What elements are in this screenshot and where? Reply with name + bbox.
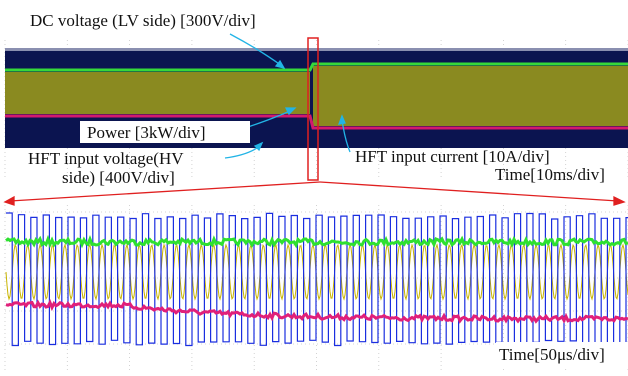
time-scale-bottom: Time[50μs/div]: [499, 345, 605, 364]
current-envelope-left: [5, 72, 310, 114]
hft-current-label: HFT input current [10A/div]: [355, 147, 550, 166]
dc-voltage-label: DC voltage (LV side) [300V/div]: [30, 11, 256, 30]
hft-voltage-label: HFT input voltage(HV: [28, 149, 184, 168]
scope-figure: DC voltage (LV side) [300V/div] Power [3…: [0, 0, 628, 376]
zoomed-waveforms: [6, 213, 628, 346]
current-envelope-right: [313, 66, 628, 126]
top-trace: [5, 48, 628, 51]
hft-voltage-label: side) [400V/div]: [62, 168, 175, 187]
power-label: Power [3kW/div]: [87, 123, 206, 142]
time-scale-top: Time[10ms/div]: [495, 165, 605, 184]
